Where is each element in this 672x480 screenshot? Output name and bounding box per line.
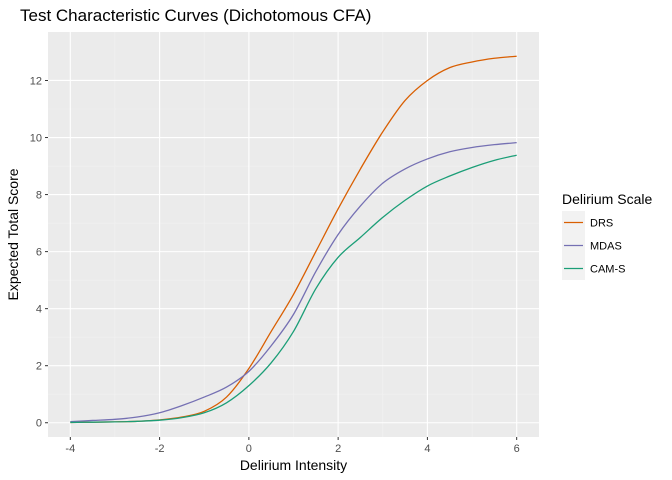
legend-label-cam-s: CAM-S [590, 264, 625, 276]
legend-label-drs: DRS [590, 218, 613, 230]
y-tick-label: 2 [36, 361, 42, 373]
x-tick-label: -4 [65, 443, 75, 455]
x-tick-label: 6 [514, 443, 520, 455]
y-tick-label: 12 [30, 75, 42, 87]
series-line-mdas [70, 142, 517, 423]
chart-title: Test Characteristic Curves (Dichotomous … [20, 6, 371, 25]
x-tick-label: -2 [155, 443, 165, 455]
x-axis-title: Delirium Intensity [240, 457, 347, 473]
legend: Delirium Scale DRS MDAS CAM-S [562, 191, 652, 280]
y-axis: 0 2 4 6 8 10 12 [30, 75, 48, 430]
x-axis: -4 -2 0 2 4 6 [65, 437, 520, 455]
y-tick-label: 6 [36, 247, 42, 259]
y-axis-title: Expected Total Score [5, 168, 21, 300]
x-tick-label: 0 [246, 443, 252, 455]
legend-label-mdas: MDAS [590, 241, 622, 253]
x-tick-label: 4 [424, 443, 430, 455]
legend-title: Delirium Scale [562, 191, 652, 207]
y-tick-label: 10 [30, 133, 42, 145]
y-tick-label: 0 [36, 418, 42, 430]
x-tick-label: 2 [335, 443, 341, 455]
series-line-cam-s [70, 154, 517, 424]
y-tick-label: 8 [36, 190, 42, 202]
y-tick-label: 4 [36, 304, 42, 316]
series-lines [70, 55, 517, 424]
